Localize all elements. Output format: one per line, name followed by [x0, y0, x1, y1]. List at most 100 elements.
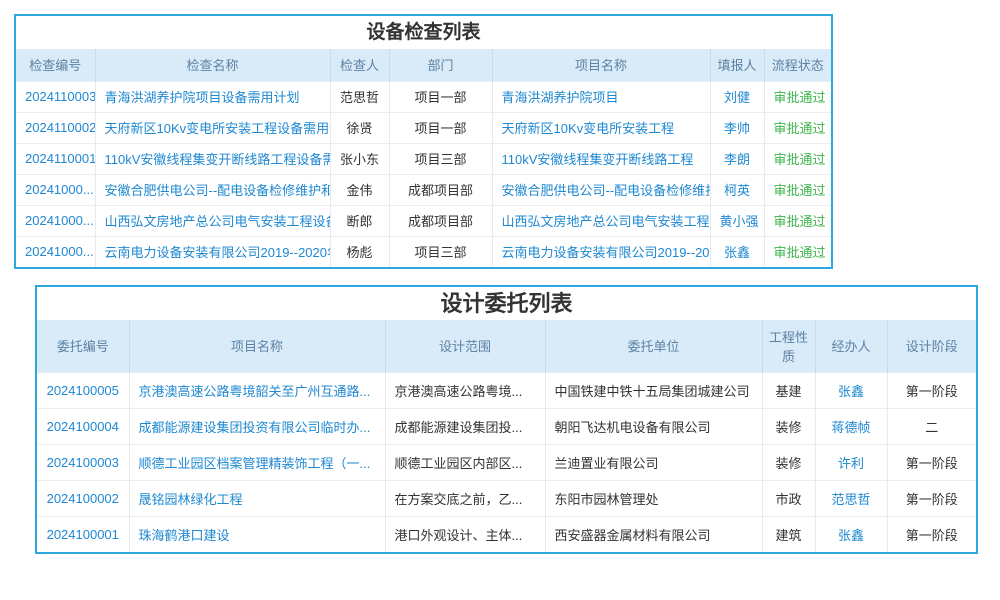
cell-link-name[interactable]: 成都能源建设集团投资有限公司临时办...	[128, 407, 385, 444]
cell-link-handler[interactable]: 张鑫	[814, 515, 887, 552]
cell-scope: 在方案交底之前，乙...	[384, 479, 545, 516]
cell-link-project[interactable]: 110kV安徽线程集变开断线路工程	[491, 142, 710, 174]
cell-link-handler[interactable]: 蒋德帧	[814, 407, 887, 444]
table-row: 2024100004 成都能源建设集团投资有限公司临时办... 成都能源建设集团投.…	[37, 407, 976, 444]
cell-link-id[interactable]: 2024100004	[37, 407, 129, 444]
cell-link-name[interactable]: 珠海鹤港口建设	[128, 515, 385, 552]
cell-status: 审批通过	[763, 173, 831, 205]
cell-link-id[interactable]: 20241000...	[16, 204, 95, 236]
equipment-inspection-panel: 设备检查列表 检查编号 检查名称 检查人 部门 项目名称 填报人 流程状态 20241100…	[14, 14, 833, 269]
cell-link-handler[interactable]: 张鑫	[814, 371, 887, 408]
header-row: 委托编号 项目名称 设计范围 委托单位 工程性质 经办人 设计阶段	[37, 320, 976, 372]
cell-link-name[interactable]: 天府新区10Kv变电所安装工程设备需用计划	[94, 111, 330, 143]
cell-link-project[interactable]: 青海洪湖养护院项目	[491, 80, 710, 112]
cell-phase: 第一阶段	[886, 371, 976, 408]
cell-dept: 项目一部	[388, 80, 492, 112]
cell-inspector: 张小东	[329, 142, 389, 174]
cell-scope: 京港澳高速公路粤境...	[384, 371, 545, 408]
table-row: 2024110003 青海洪湖养护院项目设备需用计划 范思哲 项目一部 青海洪湖养护院项…	[16, 80, 831, 112]
column-header: 检查编号	[16, 49, 95, 81]
cell-link-reporter[interactable]: 李帅	[709, 111, 764, 143]
column-header: 项目名称	[491, 49, 710, 81]
cell-link-reporter[interactable]: 李朗	[709, 142, 764, 174]
cell-dept: 成都项目部	[388, 173, 492, 205]
cell-client: 朝阳飞达机电设备有限公司	[544, 407, 762, 444]
column-header: 填报人	[709, 49, 764, 81]
cell-inspector: 杨彪	[329, 235, 389, 267]
cell-link-reporter[interactable]: 柯英	[709, 173, 764, 205]
cell-link-project[interactable]: 山西弘文房地产总公司电气安装工程	[491, 204, 710, 236]
cell-link-id[interactable]: 20241000...	[16, 173, 95, 205]
cell-status: 审批通过	[763, 80, 831, 112]
cell-link-reporter[interactable]: 黄小强	[709, 204, 764, 236]
cell-client: 西安盛器金属材料有限公司	[544, 515, 762, 552]
cell-link-reporter[interactable]: 张鑫	[709, 235, 764, 267]
cell-link-handler[interactable]: 许利	[814, 443, 887, 480]
cell-client: 兰迪置业有限公司	[544, 443, 762, 480]
cell-link-name[interactable]: 晟铭园林绿化工程	[128, 479, 385, 516]
cell-phase: 第一阶段	[886, 515, 976, 552]
table-row: 2024100005 京港澳高速公路粤境韶关至广州互通路... 京港澳高速公路粤境.…	[37, 371, 976, 408]
cell-type: 建筑	[761, 515, 815, 552]
cell-link-id[interactable]: 2024110003	[16, 80, 95, 112]
cell-link-project[interactable]: 天府新区10Kv变电所安装工程	[491, 111, 710, 143]
cell-client: 中国铁建中铁十五局集团城建公司	[544, 371, 762, 408]
cell-link-name[interactable]: 顺德工业园区档案管理精装饰工程（一...	[128, 443, 385, 480]
cell-link-id[interactable]: 2024100002	[37, 479, 129, 516]
cell-type: 市政	[761, 479, 815, 516]
table-row: 2024110002天府新区10Kv变电所安装工程设备需用计划徐贤项目一部天府新…	[16, 111, 831, 143]
column-header: 设计范围	[384, 320, 545, 372]
cell-type: 装修	[761, 407, 815, 444]
cell-type: 装修	[761, 443, 815, 480]
table-row: 20241000... 云南电力设备安装有限公司2019--2020年... 杨彪项…	[16, 235, 831, 267]
cell-link-reporter[interactable]: 刘健	[709, 80, 764, 112]
cell-dept: 项目三部	[388, 235, 492, 267]
cell-dept: 项目一部	[388, 111, 492, 143]
column-header: 委托单位	[544, 320, 762, 372]
cell-phase: 二	[886, 407, 976, 444]
cell-inspector: 断郎	[329, 204, 389, 236]
cell-link-id[interactable]: 2024100001	[37, 515, 129, 552]
cell-link-project[interactable]: 安徽合肥供电公司--配电设备检修维护...	[491, 173, 710, 205]
column-header: 工程性质	[761, 320, 815, 372]
table-row: 2024100001 珠海鹤港口建设 港口外观设计、主体... 西安盛器金属材料有限公…	[37, 515, 976, 552]
cell-link-id[interactable]: 2024100003	[37, 443, 129, 480]
cell-link-id[interactable]: 2024110001	[16, 142, 95, 174]
cell-link-name[interactable]: 青海洪湖养护院项目设备需用计划	[94, 80, 330, 112]
cell-dept: 项目三部	[388, 142, 492, 174]
table-row: 2024100002 晟铭园林绿化工程 在方案交底之前，乙... 东阳市园林管理处 市政…	[37, 479, 976, 516]
column-header: 流程状态	[763, 49, 831, 81]
cell-status: 审批通过	[763, 235, 831, 267]
cell-link-project[interactable]: 云南电力设备安装有限公司2019--202...	[491, 235, 710, 267]
cell-link-id[interactable]: 2024110002	[16, 111, 95, 143]
table-row: 2024110001 110kV安徽线程集变开断线路工程设备需... 张小东 项目三部…	[16, 142, 831, 174]
column-header: 委托编号	[37, 320, 129, 372]
column-header: 设计阶段	[886, 320, 976, 372]
design-commission-panel: 设计委托列表 委托编号 项目名称 设计范围 委托单位 工程性质 经办人 设计阶段 20241…	[35, 285, 978, 554]
cell-link-id[interactable]: 20241000...	[16, 235, 95, 267]
cell-scope: 成都能源建设集团投...	[384, 407, 545, 444]
cell-link-name[interactable]: 山西弘文房地产总公司电气安装工程设备...	[94, 204, 330, 236]
cell-inspector: 金伟	[329, 173, 389, 205]
table-row: 20241000... 山西弘文房地产总公司电气安装工程设备... 断郎 成都项目部山…	[16, 204, 831, 236]
table-row: 2024100003 顺德工业园区档案管理精装饰工程（一... 顺德工业园区内部区.…	[37, 443, 976, 480]
cell-status: 审批通过	[763, 142, 831, 174]
column-header: 检查人	[329, 49, 389, 81]
cell-dept: 成都项目部	[388, 204, 492, 236]
cell-link-handler[interactable]: 范思哲	[814, 479, 887, 516]
cell-client: 东阳市园林管理处	[544, 479, 762, 516]
header-row: 检查编号 检查名称 检查人 部门 项目名称 填报人 流程状态	[16, 49, 831, 81]
cell-status: 审批通过	[763, 204, 831, 236]
equipment-inspection-title: 设备检查列表	[16, 16, 831, 49]
cell-link-id[interactable]: 2024100005	[37, 371, 129, 408]
cell-link-name[interactable]: 安徽合肥供电公司--配电设备检修维护和...	[94, 173, 330, 205]
cell-link-name[interactable]: 110kV安徽线程集变开断线路工程设备需...	[94, 142, 330, 174]
cell-scope: 顺德工业园区内部区...	[384, 443, 545, 480]
cell-inspector: 徐贤	[329, 111, 389, 143]
cell-inspector: 范思哲	[329, 80, 389, 112]
cell-link-name[interactable]: 京港澳高速公路粤境韶关至广州互通路...	[128, 371, 385, 408]
column-header: 检查名称	[94, 49, 330, 81]
cell-phase: 第一阶段	[886, 443, 976, 480]
column-header: 项目名称	[128, 320, 385, 372]
cell-link-name[interactable]: 云南电力设备安装有限公司2019--2020年...	[94, 235, 330, 267]
